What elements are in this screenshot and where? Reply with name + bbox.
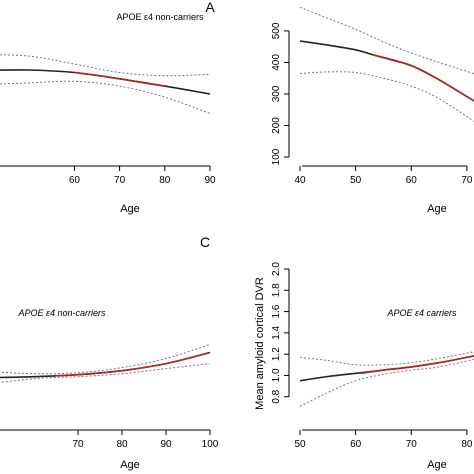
panel-letter: C — [200, 234, 210, 250]
x-tick-label: 60 — [350, 439, 362, 450]
y-axis-title: Mean amyloid cortical DVR — [254, 277, 266, 410]
series-ci-lower-line — [299, 71, 474, 122]
y-tick-label: 1.2 — [271, 347, 282, 361]
series-fit-line — [0, 69, 211, 95]
x-tick-label: 40 — [294, 175, 306, 186]
panel-bottom-right: 50 60 70 80 0.8 1.0 1.2 1.4 1.6 1.8 2.0 Age Mean amy… — [254, 262, 474, 471]
series-highlight-line — [55, 351, 211, 377]
panel-annotation: APOE ε4 non-carriers — [116, 12, 204, 22]
y-tick-label: 1.6 — [271, 304, 282, 318]
series-highlight-line — [74, 71, 165, 87]
series-fit-line — [299, 355, 474, 382]
x-tick-label: 70 — [406, 439, 418, 450]
series-highlight-line — [361, 355, 474, 375]
y-tick-label: 1.0 — [271, 368, 282, 382]
y-tick-label: 0.8 — [271, 389, 282, 403]
series-fit-line — [299, 40, 474, 102]
panel-letter: A — [205, 0, 215, 15]
y-tick-label: 1.4 — [271, 325, 282, 339]
x-tick-label: 60 — [406, 175, 418, 186]
y-tick-label: 2.0 — [271, 262, 282, 276]
x-tick-label: 80 — [461, 439, 473, 450]
x-axis-title: Age — [427, 203, 447, 215]
x-tick-label: 70 — [72, 439, 84, 450]
series-ci-upper-line — [299, 351, 474, 366]
x-tick-label: 100 — [202, 439, 219, 450]
y-tick-label: 100 — [271, 148, 282, 165]
series-ci-lower-line — [0, 80, 211, 114]
panel-top-right: 40 50 60 70 100 200 300 400 500 Age — [271, 6, 474, 215]
x-tick-label: 80 — [159, 175, 171, 186]
series-ci-upper-line — [0, 54, 211, 77]
y-tick-label: 1.8 — [271, 283, 282, 297]
x-axis-title: Age — [120, 203, 140, 215]
x-tick-label: 90 — [160, 439, 172, 450]
x-axis-title: Age — [427, 459, 447, 471]
x-tick-label: 80 — [116, 439, 128, 450]
y-tick-label: 400 — [271, 54, 282, 71]
x-tick-label: 50 — [294, 439, 306, 450]
panel-annotation: APOE ε4 non-carriers — [18, 308, 106, 318]
x-tick-label: 90 — [204, 175, 216, 186]
y-tick-label: 500 — [271, 22, 282, 39]
x-tick-label: 70 — [114, 175, 126, 186]
series-ci-lower-line — [0, 363, 211, 384]
y-tick-label: 300 — [271, 85, 282, 102]
panel-bottom-left: 70 80 90 100 Age APOE ε4 non-carriers C — [0, 234, 219, 471]
x-axis-title: Age — [120, 459, 140, 471]
panel-annotation: APOE ε4 carriers — [387, 308, 457, 318]
series-ci-lower-line — [299, 358, 474, 407]
x-tick-label: 70 — [461, 175, 473, 186]
series-ci-upper-line — [0, 344, 211, 375]
series-ci-upper-line — [299, 6, 474, 75]
x-tick-label: 60 — [69, 175, 81, 186]
series-highlight-line — [372, 53, 474, 102]
y-tick-label: 200 — [271, 117, 282, 134]
x-tick-label: 50 — [350, 175, 362, 186]
